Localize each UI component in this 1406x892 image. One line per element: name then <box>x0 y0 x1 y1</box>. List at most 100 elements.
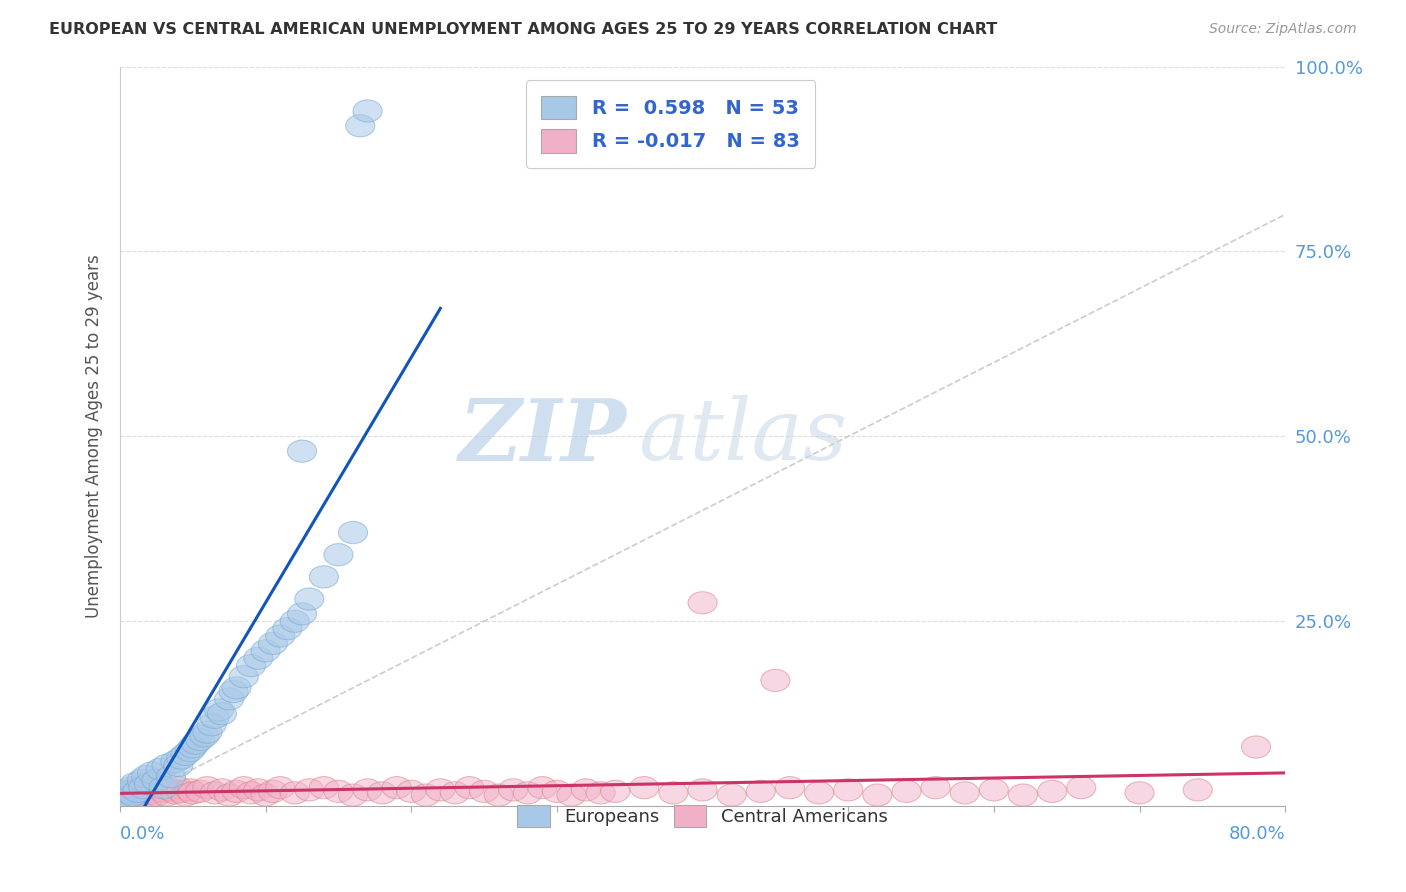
Ellipse shape <box>484 784 513 806</box>
Ellipse shape <box>412 784 440 806</box>
Text: Source: ZipAtlas.com: Source: ZipAtlas.com <box>1209 22 1357 37</box>
Ellipse shape <box>1184 779 1212 801</box>
Ellipse shape <box>353 100 382 122</box>
Ellipse shape <box>176 779 204 801</box>
Ellipse shape <box>527 777 557 798</box>
Ellipse shape <box>921 777 950 798</box>
Ellipse shape <box>129 777 157 798</box>
Ellipse shape <box>688 591 717 614</box>
Ellipse shape <box>128 769 156 791</box>
Ellipse shape <box>197 714 226 736</box>
Ellipse shape <box>295 588 323 610</box>
Ellipse shape <box>266 777 295 798</box>
Ellipse shape <box>110 789 139 812</box>
Ellipse shape <box>200 781 229 804</box>
Ellipse shape <box>163 777 193 798</box>
Ellipse shape <box>688 779 717 801</box>
Ellipse shape <box>243 647 273 669</box>
Ellipse shape <box>456 777 484 798</box>
Ellipse shape <box>108 789 138 812</box>
Ellipse shape <box>122 781 152 804</box>
Ellipse shape <box>775 777 804 798</box>
Ellipse shape <box>339 784 367 806</box>
Ellipse shape <box>156 765 186 788</box>
Ellipse shape <box>259 780 287 803</box>
Ellipse shape <box>112 786 142 808</box>
Ellipse shape <box>222 780 252 803</box>
Ellipse shape <box>571 779 600 801</box>
Ellipse shape <box>112 781 142 804</box>
Ellipse shape <box>382 777 412 798</box>
Text: atlas: atlas <box>638 395 848 478</box>
Ellipse shape <box>200 706 229 729</box>
Legend: Europeans, Central Americans: Europeans, Central Americans <box>510 797 896 834</box>
Ellipse shape <box>834 779 863 801</box>
Ellipse shape <box>207 779 236 801</box>
Ellipse shape <box>132 780 160 803</box>
Ellipse shape <box>273 617 302 640</box>
Ellipse shape <box>259 632 287 655</box>
Ellipse shape <box>129 784 157 806</box>
Text: EUROPEAN VS CENTRAL AMERICAN UNEMPLOYMENT AMONG AGES 25 TO 29 YEARS CORRELATION : EUROPEAN VS CENTRAL AMERICAN UNEMPLOYMEN… <box>49 22 997 37</box>
Ellipse shape <box>114 781 143 804</box>
Ellipse shape <box>659 781 688 804</box>
Ellipse shape <box>166 780 195 803</box>
Ellipse shape <box>176 739 204 762</box>
Ellipse shape <box>114 786 143 808</box>
Ellipse shape <box>513 781 543 804</box>
Ellipse shape <box>219 681 247 703</box>
Ellipse shape <box>172 743 200 765</box>
Ellipse shape <box>367 781 396 804</box>
Ellipse shape <box>215 784 243 806</box>
Ellipse shape <box>440 781 470 804</box>
Y-axis label: Unemployment Among Ages 25 to 29 years: Unemployment Among Ages 25 to 29 years <box>86 254 103 618</box>
Ellipse shape <box>142 769 172 791</box>
Ellipse shape <box>287 440 316 462</box>
Ellipse shape <box>470 780 499 803</box>
Ellipse shape <box>149 777 179 798</box>
Ellipse shape <box>122 780 152 803</box>
Ellipse shape <box>252 784 280 806</box>
Ellipse shape <box>600 780 630 803</box>
Ellipse shape <box>179 781 207 804</box>
Ellipse shape <box>309 777 339 798</box>
Ellipse shape <box>160 781 190 804</box>
Ellipse shape <box>353 779 382 801</box>
Ellipse shape <box>111 788 141 810</box>
Ellipse shape <box>204 699 233 721</box>
Ellipse shape <box>152 755 181 777</box>
Ellipse shape <box>135 772 163 795</box>
Ellipse shape <box>804 781 834 804</box>
Ellipse shape <box>193 721 222 743</box>
Ellipse shape <box>193 777 222 798</box>
Ellipse shape <box>229 665 259 688</box>
Ellipse shape <box>557 784 586 806</box>
Ellipse shape <box>586 781 616 804</box>
Ellipse shape <box>280 610 309 632</box>
Ellipse shape <box>1067 777 1095 798</box>
Ellipse shape <box>295 779 323 801</box>
Ellipse shape <box>1125 781 1154 804</box>
Ellipse shape <box>186 729 215 751</box>
Ellipse shape <box>980 779 1008 801</box>
Ellipse shape <box>499 779 527 801</box>
Ellipse shape <box>117 784 146 806</box>
Ellipse shape <box>110 784 139 806</box>
Ellipse shape <box>252 640 280 662</box>
Ellipse shape <box>761 669 790 691</box>
Ellipse shape <box>179 736 207 758</box>
Ellipse shape <box>266 625 295 647</box>
Ellipse shape <box>163 755 193 777</box>
Ellipse shape <box>229 777 259 798</box>
Text: 80.0%: 80.0% <box>1229 824 1285 843</box>
Ellipse shape <box>149 780 179 803</box>
Ellipse shape <box>118 784 148 806</box>
Ellipse shape <box>222 677 252 699</box>
Ellipse shape <box>135 786 163 808</box>
Ellipse shape <box>138 762 166 784</box>
Ellipse shape <box>156 779 186 801</box>
Ellipse shape <box>111 780 141 803</box>
Ellipse shape <box>132 765 160 788</box>
Ellipse shape <box>146 777 176 798</box>
Ellipse shape <box>323 780 353 803</box>
